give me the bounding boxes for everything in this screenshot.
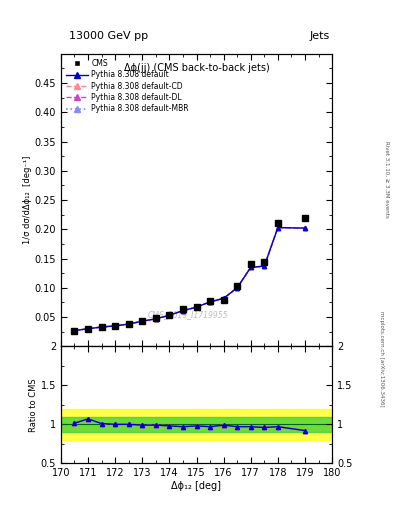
- Text: Δϕ(jj) (CMS back-to-back jets): Δϕ(jj) (CMS back-to-back jets): [124, 62, 269, 73]
- Text: mcplots.cern.ch [arXiv:1306.3436]: mcplots.cern.ch [arXiv:1306.3436]: [379, 311, 384, 406]
- Text: CMS_2019_I1719955: CMS_2019_I1719955: [148, 310, 229, 319]
- X-axis label: Δϕ₁₂ [deg]: Δϕ₁₂ [deg]: [171, 481, 222, 491]
- Text: 13000 GeV pp: 13000 GeV pp: [69, 31, 148, 41]
- Text: Rivet 3.1.10, ≥ 3.3M events: Rivet 3.1.10, ≥ 3.3M events: [385, 141, 389, 218]
- Text: Jets: Jets: [310, 31, 330, 41]
- Bar: [61, 417, 332, 432]
- Bar: [61, 409, 332, 440]
- Y-axis label: Ratio to CMS: Ratio to CMS: [29, 378, 38, 432]
- Legend: CMS, Pythia 8.308 default, Pythia 8.308 default-CD, Pythia 8.308 default-DL, Pyt: CMS, Pythia 8.308 default, Pythia 8.308 …: [65, 57, 191, 115]
- Y-axis label: 1/σ dσ/dΔϕ₁₂  [deg⁻¹]: 1/σ dσ/dΔϕ₁₂ [deg⁻¹]: [23, 156, 32, 244]
